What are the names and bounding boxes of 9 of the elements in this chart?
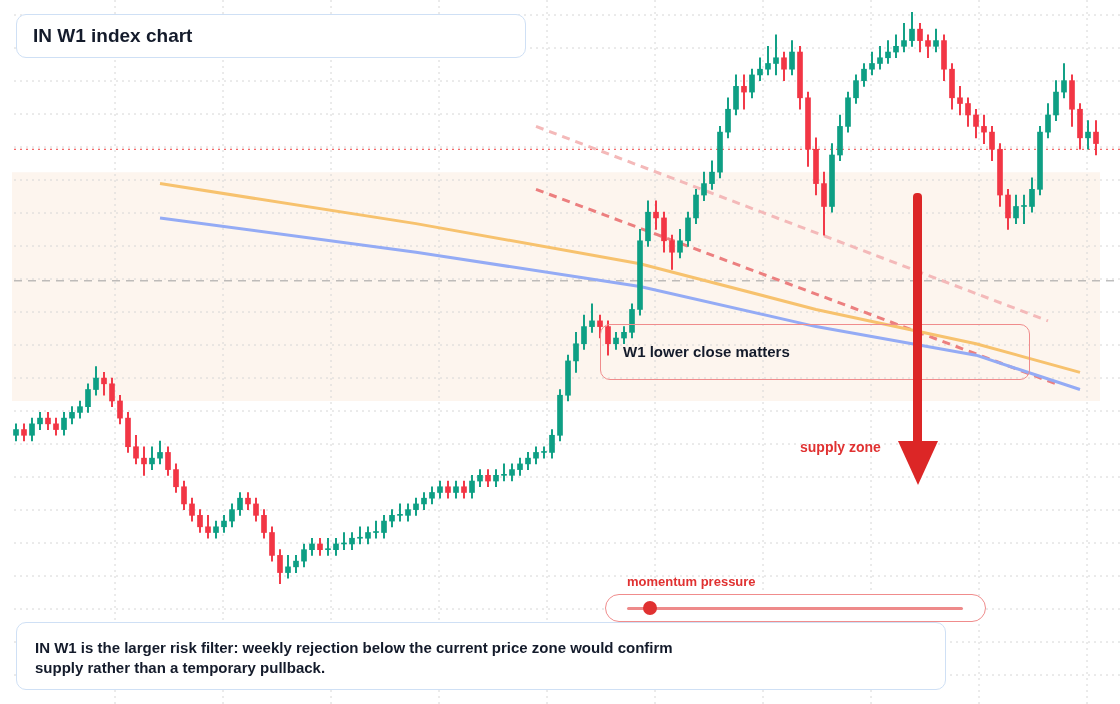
candlestick — [1021, 194, 1027, 224]
note-box: IN W1 is the larger risk filter: weekly rejection below the current price zone would confirm supply rather than a temporary pullback. — [16, 622, 946, 690]
title-box: IN W1 index chart — [16, 14, 526, 58]
annotation: supply zone — [800, 439, 881, 455]
callout-box: W1 lower close matters — [600, 324, 1030, 380]
annotation: momentum pressure — [627, 574, 756, 589]
candlestick — [357, 526, 363, 545]
candlestick — [373, 520, 379, 539]
candlestick — [325, 537, 331, 556]
